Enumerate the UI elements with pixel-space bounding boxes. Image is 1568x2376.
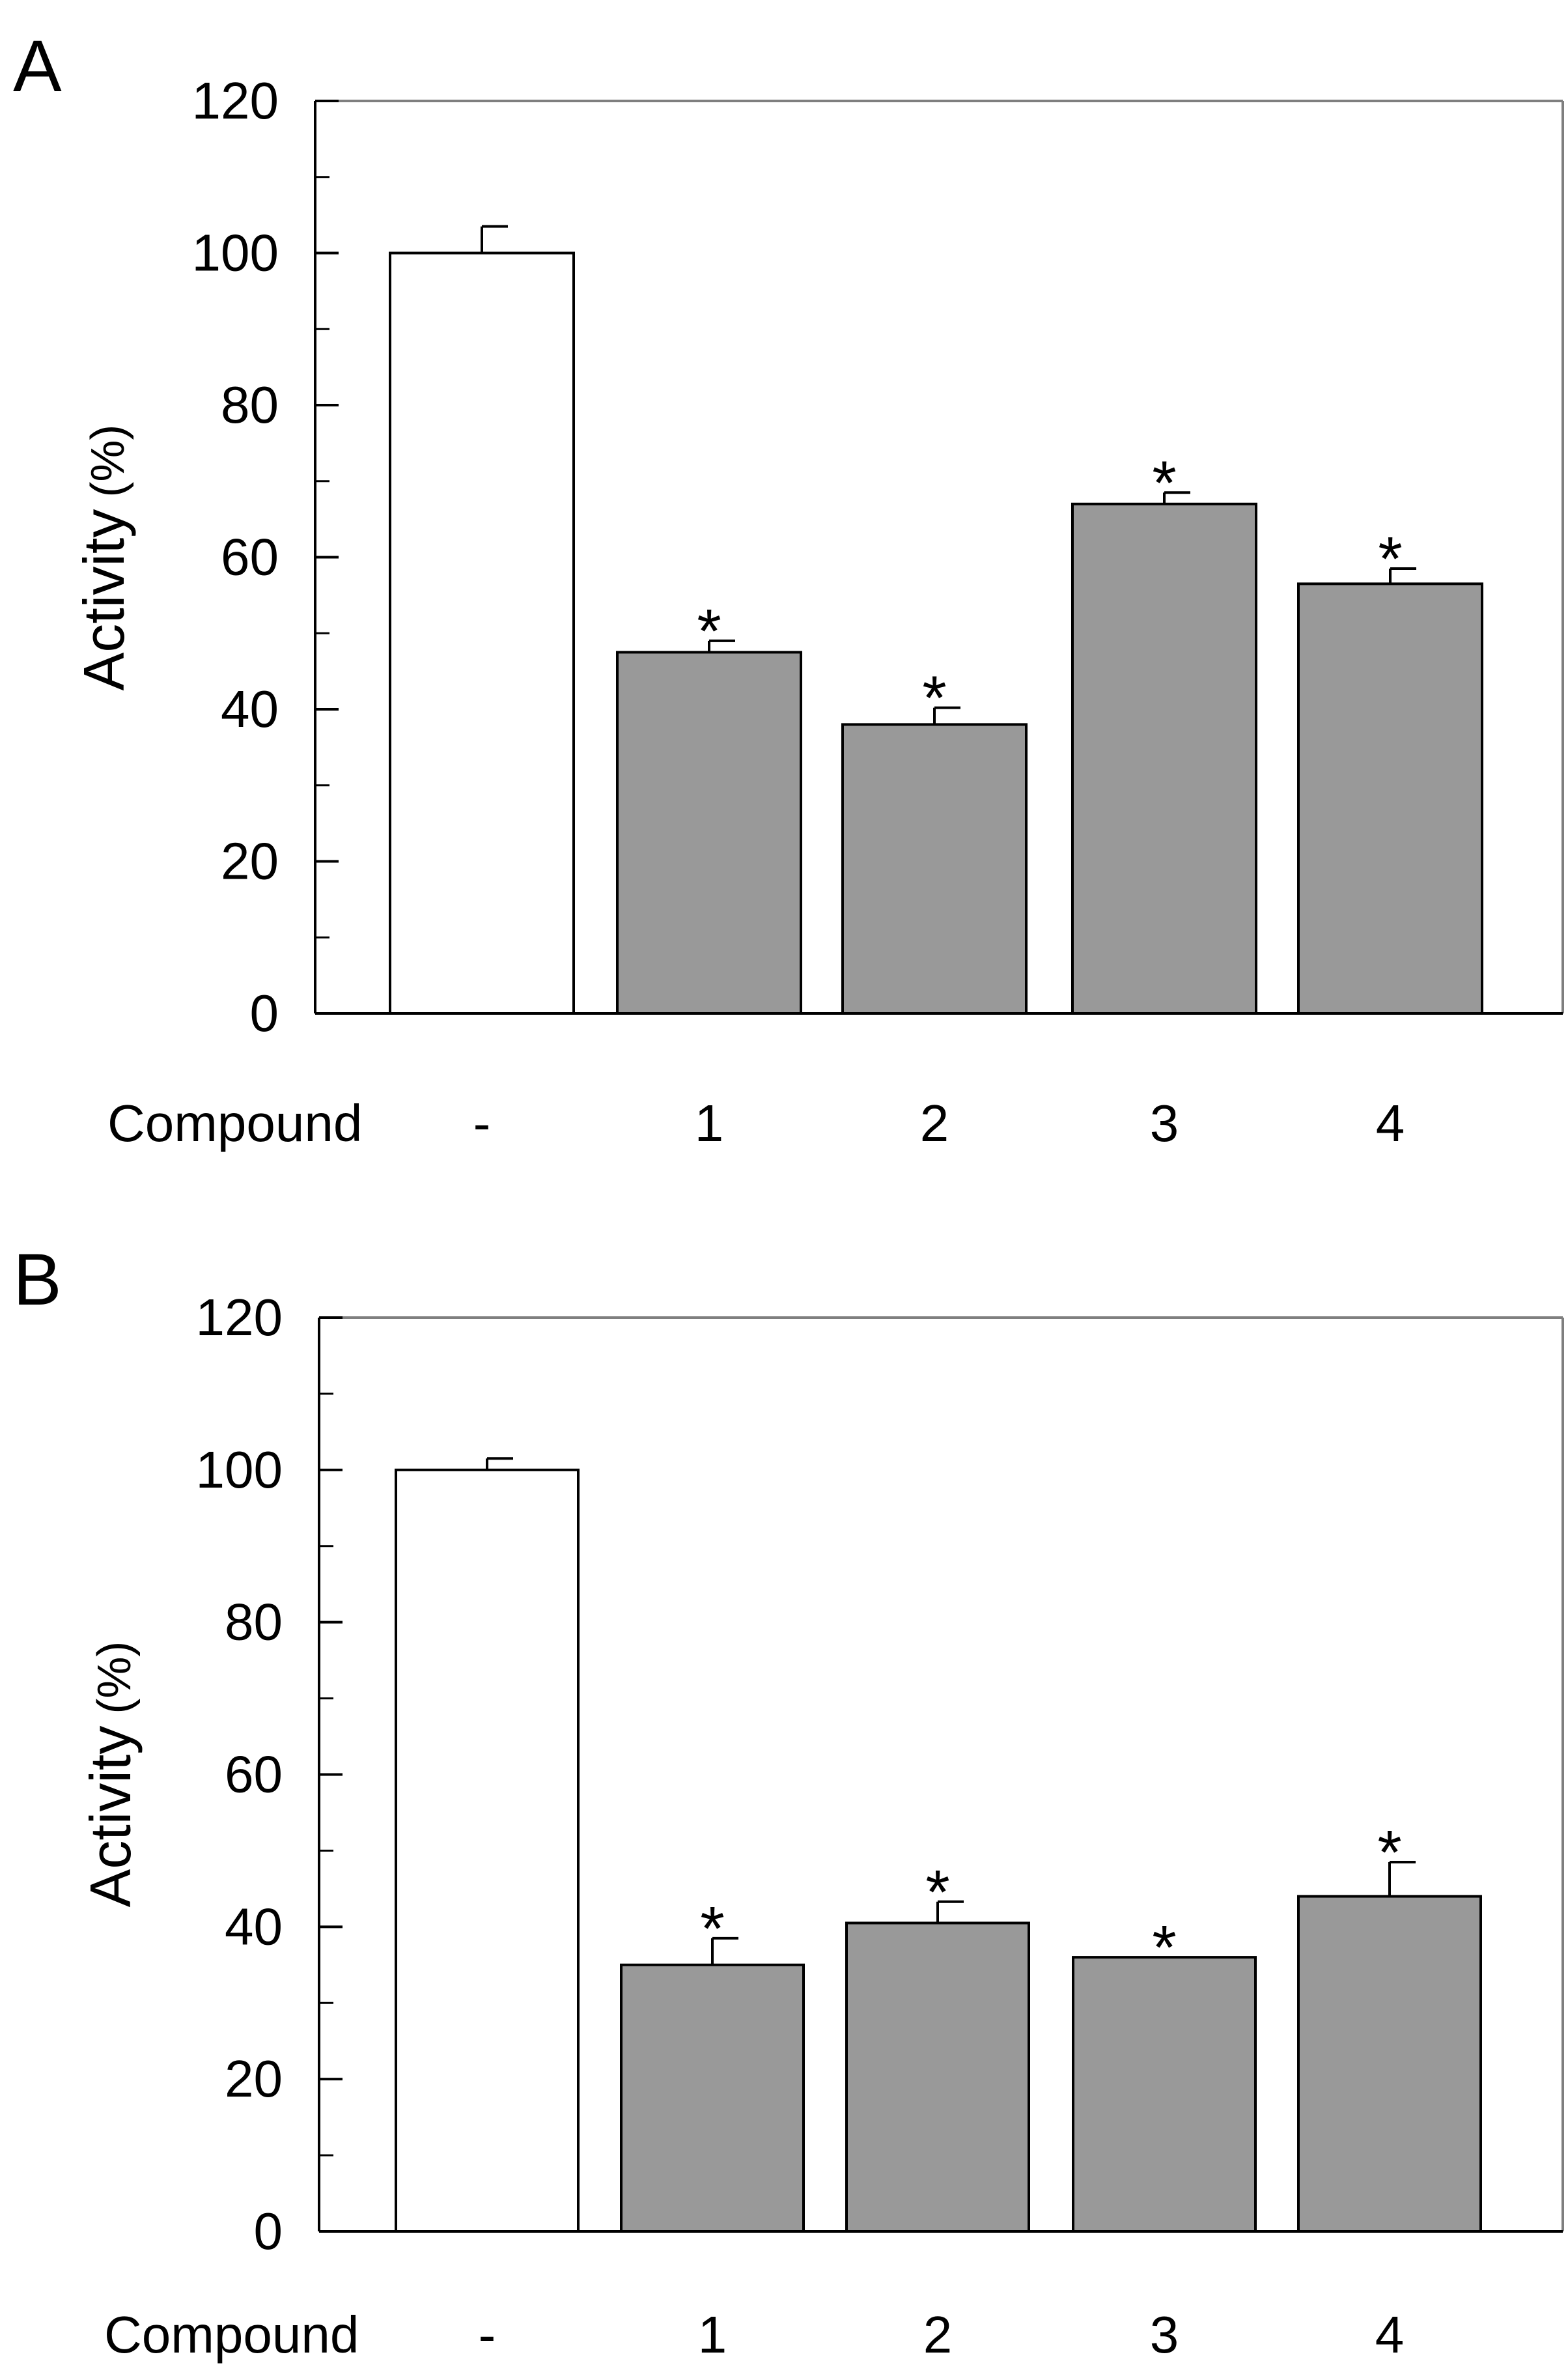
panel-b-y-axis-label-main: Activity xyxy=(78,1726,143,1908)
panel-a-ytick-label: 120 xyxy=(192,72,279,130)
panel-b-category-label: - xyxy=(479,2306,496,2364)
panel-b-category-label: 1 xyxy=(698,2306,727,2364)
panel-a-label: A xyxy=(13,25,62,107)
panel-b-x-axis-label: Compound xyxy=(104,2306,359,2364)
panel-a-category-label: 4 xyxy=(1376,1094,1405,1152)
panel-a-bar xyxy=(1297,582,1483,1015)
panel-b-y-axis-label: Activity (%) xyxy=(78,1641,143,1908)
panel-b-bar xyxy=(845,1921,1030,2233)
panel-a-ytick-label: 80 xyxy=(221,376,279,434)
panel-a-bar xyxy=(1071,502,1257,1015)
panel-b-bar xyxy=(395,1468,580,2233)
panel-b-bar xyxy=(620,1963,805,2233)
panel-b-bar xyxy=(1072,1956,1257,2233)
panel-b-category-label: 3 xyxy=(1150,2306,1179,2364)
panel-a-significance-mark: * xyxy=(1378,524,1402,594)
panel-b-bar xyxy=(1297,1895,1482,2233)
panel-a-chart: A 0 20 40 60 80 100 120 Activity (%) - * 1 * 2 * 3 * 4 Comp… xyxy=(13,25,1564,1152)
panel-a-ytick-label: 20 xyxy=(221,832,279,890)
panel-a-category-label: 3 xyxy=(1150,1094,1179,1152)
panel-b-label: B xyxy=(13,1239,62,1320)
panel-b-ytick-label: 100 xyxy=(196,1441,283,1499)
panel-a-ytick-label: 0 xyxy=(250,984,279,1042)
panel-a-bar xyxy=(616,651,802,1015)
panel-a-ytick-label: 100 xyxy=(192,224,279,282)
panel-b-ytick-label: 20 xyxy=(225,2050,283,2108)
panel-b-chart: B 0 20 40 60 80 100 120 Activity (%) - * 1 * 2 * 3 * 4 Comp… xyxy=(13,1239,1564,2364)
panel-a-category-label: 1 xyxy=(695,1094,724,1152)
panel-b-category-label: 4 xyxy=(1375,2306,1405,2364)
panel-b-significance-mark: * xyxy=(700,1894,724,1964)
panel-a-category-label: - xyxy=(473,1094,491,1152)
panel-a-y-axis-label: Activity (%) xyxy=(72,425,136,691)
panel-b-significance-mark: * xyxy=(1152,1913,1176,1983)
panel-b-ytick-label: 120 xyxy=(196,1288,283,1346)
panel-b-y-axis-label-unit: (%) xyxy=(89,1641,141,1714)
panel-b-significance-mark: * xyxy=(1377,1818,1401,1888)
panel-a-significance-mark: * xyxy=(697,597,721,666)
panel-a-ytick-label: 60 xyxy=(221,528,279,586)
panel-b-ytick-label: 40 xyxy=(225,1897,283,1955)
panel-a-ytick-label: 40 xyxy=(221,680,279,738)
panel-a-category-label: 2 xyxy=(920,1094,949,1152)
panel-a-bar xyxy=(841,723,1028,1015)
panel-a-significance-mark: * xyxy=(1152,448,1176,518)
panel-b-ytick-label: 60 xyxy=(225,1746,283,1803)
panel-a-significance-mark: * xyxy=(922,664,946,733)
panel-b-significance-mark: * xyxy=(925,1858,949,1927)
panel-b-ytick-label: 80 xyxy=(225,1593,283,1651)
panel-a-y-axis-label-unit: (%) xyxy=(82,425,134,498)
panel-a-x-axis-label: Compound xyxy=(107,1094,362,1152)
panel-b-ytick-label: 0 xyxy=(254,2202,283,2260)
panel-a-bar xyxy=(389,251,575,1015)
panel-a-y-axis-label-main: Activity xyxy=(72,509,136,691)
panel-b-category-label: 2 xyxy=(923,2306,953,2364)
